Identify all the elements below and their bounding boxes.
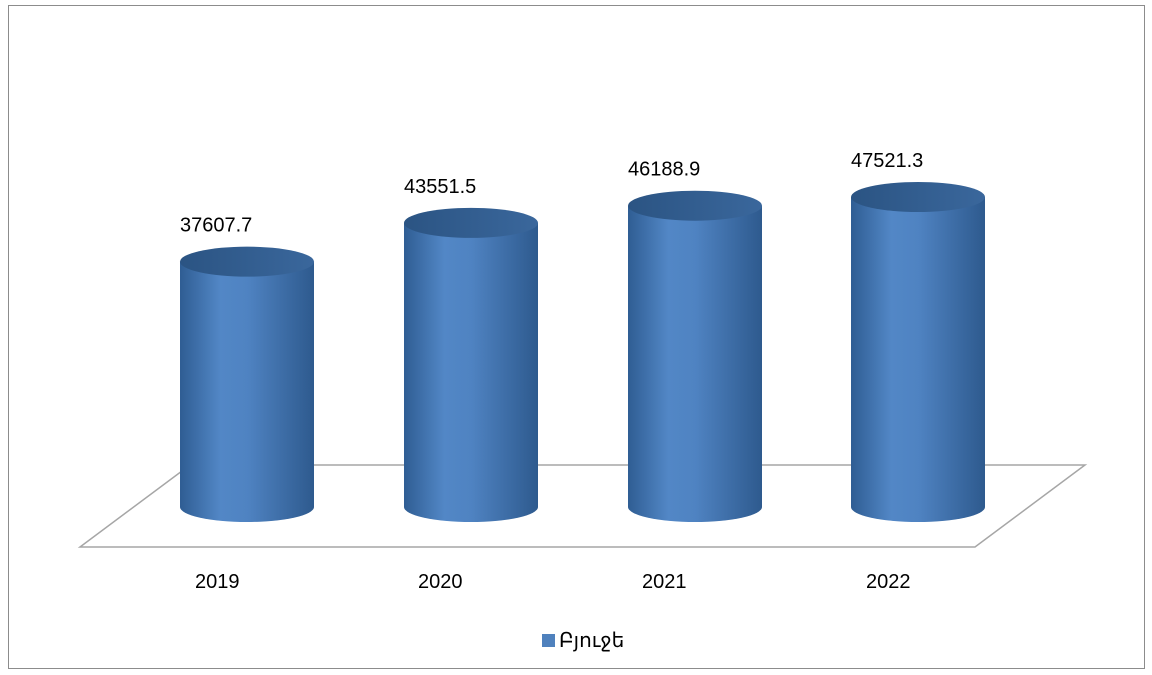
bar-body: [628, 205, 762, 522]
bar-2021: [628, 190, 762, 522]
bar-top: [404, 207, 538, 238]
bar-top: [180, 246, 314, 277]
data-label: 37607.7: [180, 215, 252, 237]
x-tick-label: 2021: [642, 571, 687, 593]
x-tick-label: 2022: [866, 571, 911, 593]
bar-2022: [851, 182, 985, 522]
bar-body: [851, 197, 985, 522]
legend-label: Բյուջե: [559, 628, 625, 652]
bar-2019: [180, 246, 314, 522]
bar-top: [628, 190, 762, 221]
legend-swatch: [542, 633, 555, 647]
bar-top: [851, 182, 985, 212]
bar-2020: [404, 207, 538, 523]
data-label: 47521.3: [851, 150, 923, 172]
bar-body: [180, 261, 314, 522]
x-tick-label: 2019: [195, 571, 240, 593]
legend: Բյուջե: [542, 628, 624, 652]
x-tick-label: 2020: [418, 571, 463, 593]
bar-body: [404, 222, 538, 523]
data-label: 46188.9: [628, 159, 700, 181]
chart-floor: [77, 464, 1088, 548]
data-label: 43551.5: [404, 176, 476, 198]
